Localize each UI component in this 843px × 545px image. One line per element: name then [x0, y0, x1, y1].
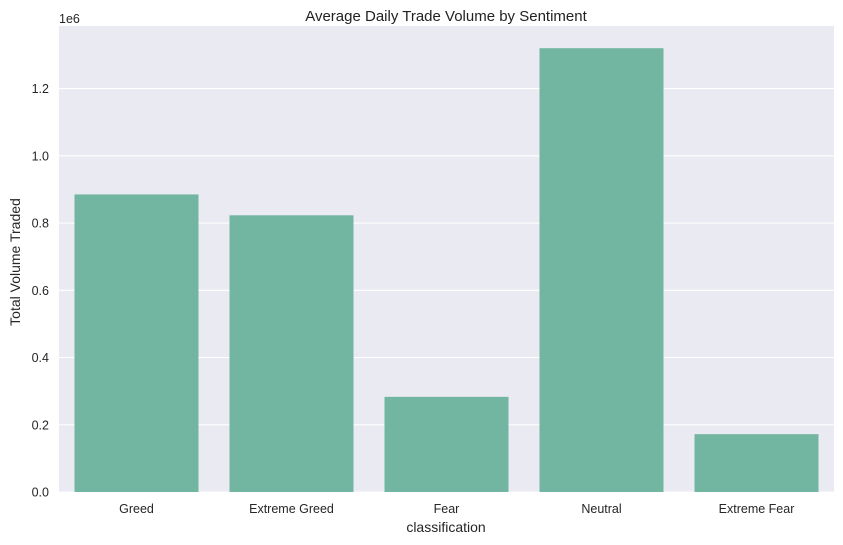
bar-extreme-fear [694, 434, 819, 492]
y-axis-offset-label: 1e6 [59, 12, 80, 26]
x-tick-label: Greed [119, 502, 154, 516]
x-axis-label: classification [406, 519, 485, 535]
x-tick-label: Fear [434, 502, 460, 516]
y-tick-label: 1.2 [32, 82, 49, 96]
y-tick-label: 0.4 [32, 351, 49, 365]
bar-neutral [539, 48, 664, 492]
y-tick-label: 0.6 [32, 284, 49, 298]
bar-greed [74, 194, 199, 492]
chart-title: Average Daily Trade Volume by Sentiment [305, 8, 587, 25]
y-tick-label: 0.0 [32, 486, 49, 500]
y-ticks: 0.0 0.2 0.4 0.6 0.8 1.0 1.2 [32, 82, 49, 499]
y-axis-label: Total Volume Traded [7, 198, 23, 326]
bars [74, 48, 819, 492]
bar-extreme-greed [229, 215, 354, 492]
x-ticks: Greed Extreme Greed Fear Neutral Extreme Fea… [119, 502, 794, 516]
y-tick-label: 0.8 [32, 217, 49, 231]
y-tick-label: 1.0 [32, 149, 49, 163]
bar-fear [384, 396, 509, 492]
x-tick-label: Extreme Greed [249, 502, 334, 516]
y-tick-label: 0.2 [32, 418, 49, 432]
x-tick-label: Extreme Fear [719, 502, 795, 516]
x-tick-label: Neutral [581, 502, 621, 516]
